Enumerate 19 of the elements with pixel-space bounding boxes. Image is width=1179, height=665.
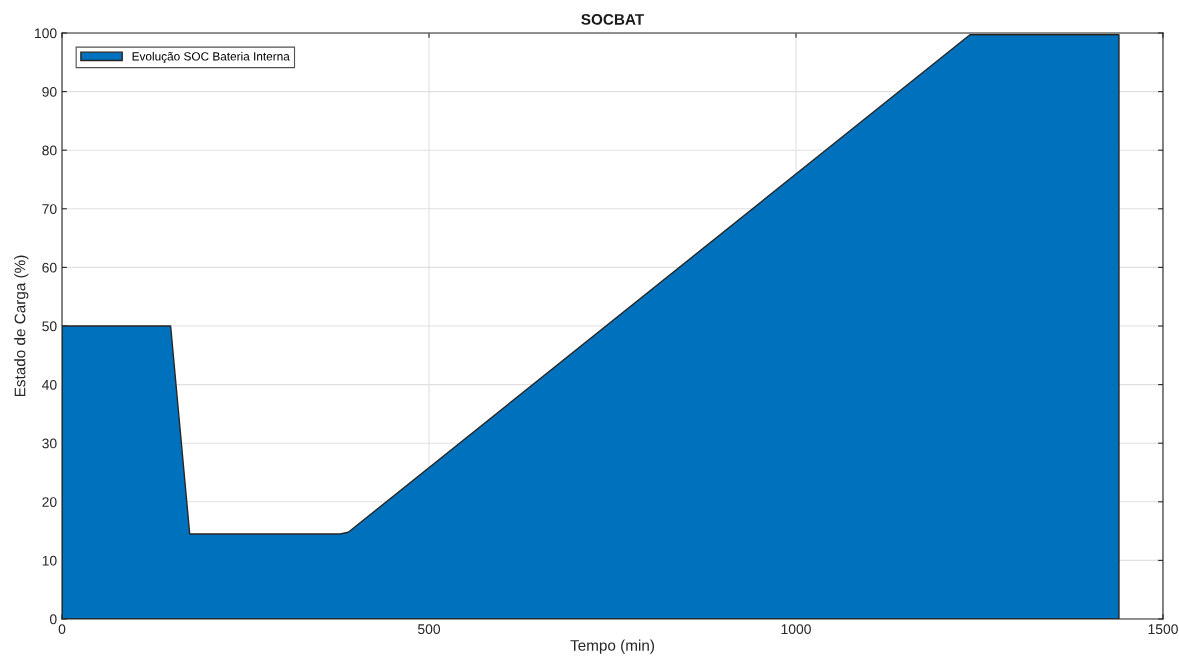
- y-tick-label: 30: [42, 438, 57, 449]
- x-axis-title: Tempo (min): [570, 639, 654, 654]
- y-axis-title: Estado de Carga (%): [14, 255, 29, 397]
- x-tick-label: 0: [58, 624, 66, 635]
- x-tick-label: 1500: [1148, 624, 1178, 635]
- y-tick-label: 90: [42, 86, 57, 97]
- legend-label: Evolução SOC Bateria Interna: [132, 51, 290, 63]
- y-tick-label: 20: [42, 497, 57, 507]
- chart-title: SOCBAT: [581, 14, 645, 25]
- x-tick-label: 500: [417, 624, 441, 635]
- y-tick-label: 60: [42, 262, 57, 273]
- y-tick-label: 50: [42, 321, 57, 332]
- y-tick-label: 10: [42, 555, 57, 566]
- y-tick-label: 0: [49, 614, 57, 625]
- y-tick-label: 40: [42, 379, 57, 390]
- y-tick-label: 80: [42, 145, 57, 156]
- x-tick-label: 1000: [781, 624, 811, 635]
- y-tick-label: 70: [42, 204, 57, 214]
- y-tick-label: 100: [35, 28, 57, 39]
